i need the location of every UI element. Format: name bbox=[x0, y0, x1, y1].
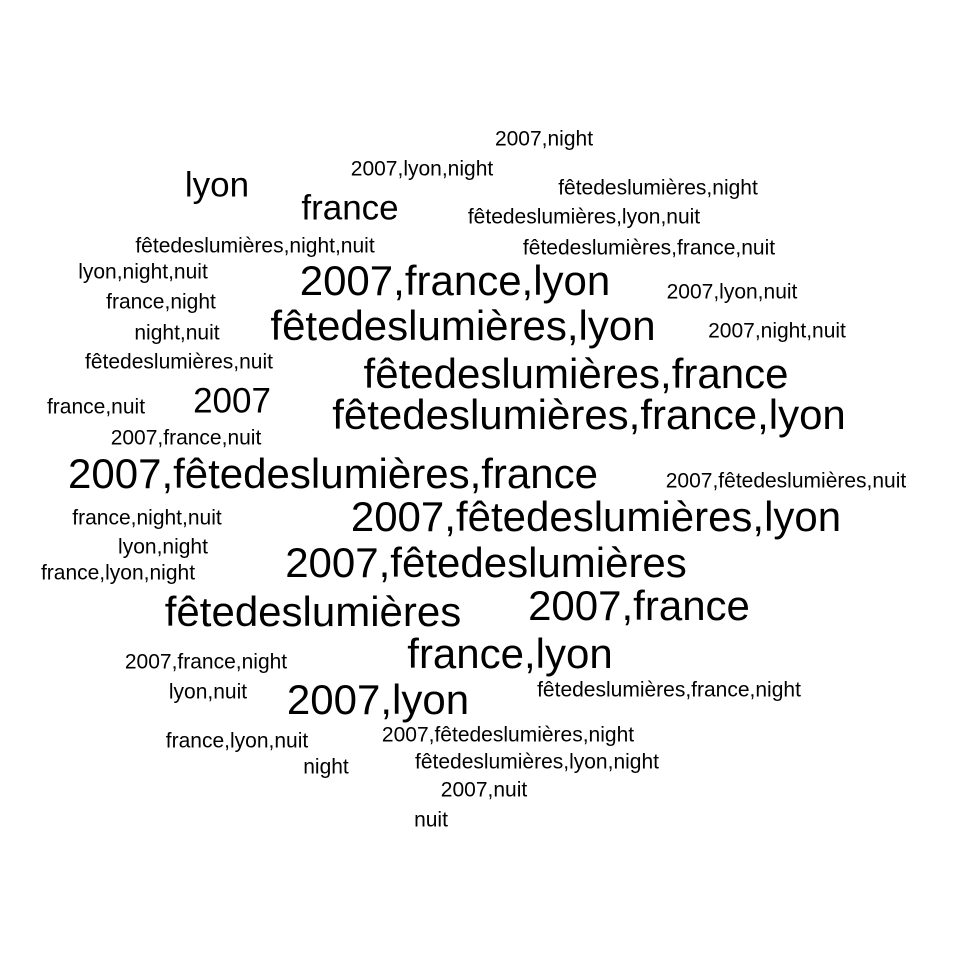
cloud-word: 2007,lyon bbox=[286, 676, 470, 723]
cloud-word: fêtedeslumières,night bbox=[558, 176, 758, 200]
cloud-word: fêtedeslumières,lyon,night bbox=[415, 750, 659, 774]
cloud-word: france bbox=[301, 188, 399, 228]
cloud-word: 2007,france,night bbox=[124, 650, 288, 674]
cloud-word: fêtedeslumières,france,lyon bbox=[332, 391, 846, 438]
cloud-word: 2007,france,nuit bbox=[110, 426, 262, 450]
cloud-word: lyon,night,nuit bbox=[78, 260, 208, 284]
cloud-word: night bbox=[303, 755, 349, 779]
cloud-word: night,nuit bbox=[134, 321, 220, 345]
cloud-word: 2007,night,nuit bbox=[708, 319, 846, 343]
cloud-word: france,lyon,night bbox=[40, 561, 196, 585]
cloud-word: 2007,lyon,night bbox=[350, 157, 494, 181]
cloud-word: fêtedeslumières bbox=[164, 588, 462, 635]
cloud-word: 2007,fêtedeslumières,lyon bbox=[350, 493, 842, 540]
cloud-word: france,night,nuit bbox=[72, 506, 222, 530]
cloud-word: 2007,fêtedeslumières,nuit bbox=[665, 469, 907, 493]
cloud-word: fêtedeslumières,night,nuit bbox=[135, 234, 375, 258]
cloud-word: fêtedeslumières,france,nuit bbox=[522, 236, 776, 260]
cloud-word: 2007,fêtedeslumières,france bbox=[68, 450, 598, 497]
cloud-word: 2007 bbox=[193, 381, 271, 421]
cloud-word: 2007,nuit bbox=[440, 778, 528, 802]
cloud-word: france,night bbox=[106, 290, 216, 314]
cloud-word: fêtedeslumières,france,night bbox=[537, 678, 801, 702]
cloud-word: fêtedeslumières,nuit bbox=[85, 350, 273, 374]
cloud-word: lyon,nuit bbox=[168, 680, 248, 704]
cloud-word: fêtedeslumières,lyon,nuit bbox=[467, 205, 701, 229]
cloud-word: lyon,night bbox=[118, 535, 208, 559]
cloud-word: nuit bbox=[414, 808, 448, 832]
cloud-word: france,lyon bbox=[407, 630, 613, 677]
cloud-word: 2007,france,lyon bbox=[299, 257, 611, 304]
cloud-word: lyon bbox=[184, 165, 250, 205]
cloud-word: 2007,fêtedeslumières,night bbox=[381, 723, 635, 747]
cloud-word: 2007,fêtedeslumières bbox=[285, 539, 687, 586]
cloud-word: france,nuit bbox=[46, 395, 146, 419]
cloud-word: 2007,france bbox=[528, 582, 750, 629]
cloud-word: 2007,night bbox=[494, 127, 594, 151]
cloud-word: 2007,lyon,nuit bbox=[666, 280, 798, 304]
cloud-word: france,lyon,nuit bbox=[165, 729, 309, 753]
cloud-word: fêtedeslumières,lyon bbox=[270, 302, 656, 349]
cloud-word: fêtedeslumières,france bbox=[363, 350, 789, 397]
